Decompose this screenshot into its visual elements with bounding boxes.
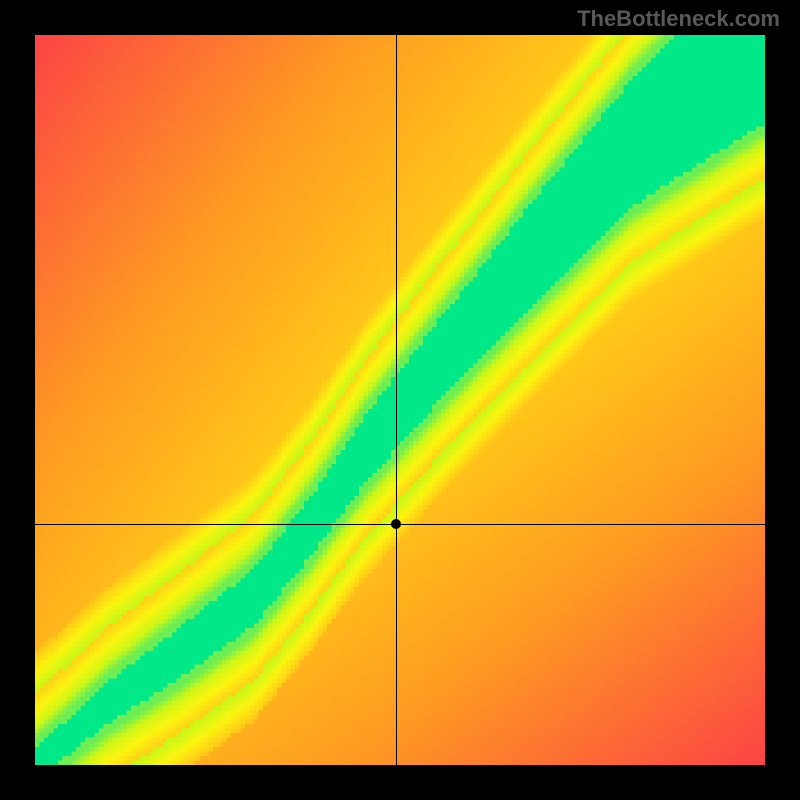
crosshair-marker-dot	[391, 519, 401, 529]
heatmap-canvas	[35, 35, 765, 765]
chart-outer-frame	[0, 0, 800, 800]
chart-plot-area	[35, 35, 765, 765]
crosshair-vertical	[396, 35, 397, 765]
watermark-text: TheBottleneck.com	[577, 6, 780, 32]
